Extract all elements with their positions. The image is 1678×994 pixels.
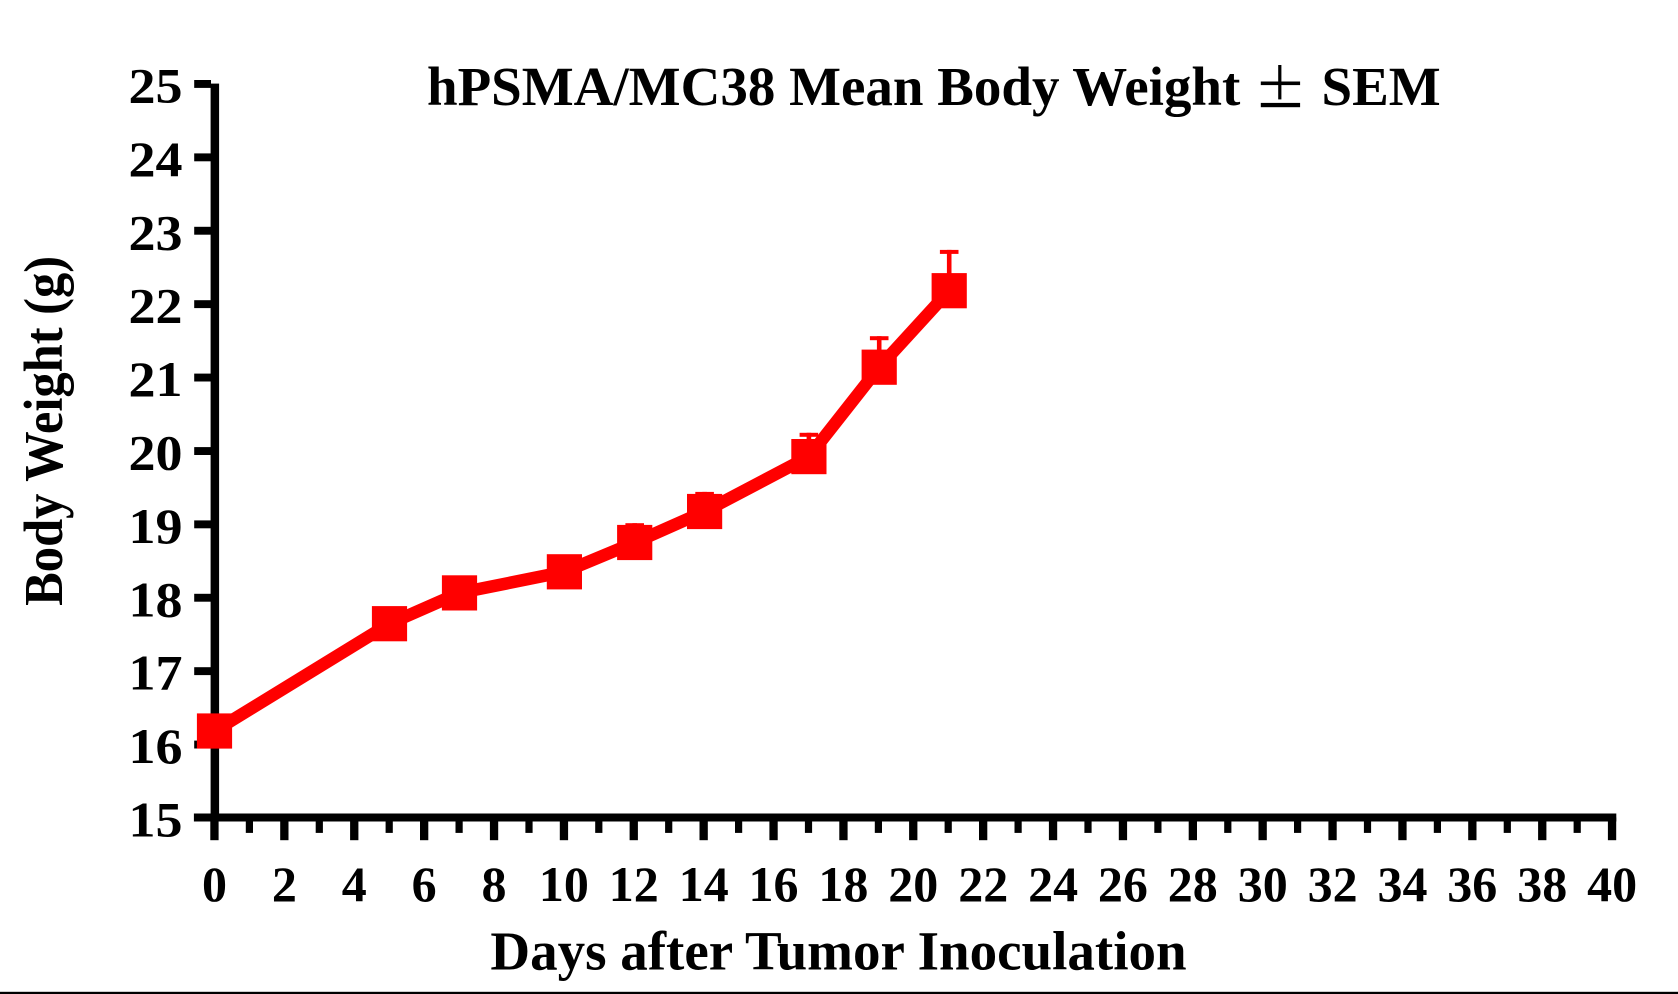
- svg-text:8: 8: [482, 856, 507, 912]
- svg-text:38: 38: [1517, 856, 1567, 912]
- svg-text:24: 24: [129, 131, 183, 187]
- svg-text:15: 15: [129, 792, 183, 848]
- svg-text:21: 21: [129, 351, 183, 407]
- svg-text:34: 34: [1378, 856, 1428, 912]
- svg-text:6: 6: [412, 856, 437, 912]
- svg-text:19: 19: [129, 498, 183, 554]
- svg-text:22: 22: [129, 278, 183, 334]
- svg-text:17: 17: [129, 645, 183, 701]
- svg-text:Body Weight (g): Body Weight (g): [13, 256, 74, 606]
- svg-text:12: 12: [609, 856, 659, 912]
- svg-text:16: 16: [749, 856, 799, 912]
- svg-text:4: 4: [342, 856, 367, 912]
- svg-text:24: 24: [1028, 856, 1078, 912]
- svg-text:Days after Tumor Inoculation: Days after Tumor Inoculation: [490, 921, 1186, 982]
- svg-text:SEM: SEM: [1322, 56, 1441, 117]
- svg-text:30: 30: [1238, 856, 1288, 912]
- svg-text:2: 2: [272, 856, 297, 912]
- svg-text:32: 32: [1308, 856, 1358, 912]
- svg-text:14: 14: [679, 856, 729, 912]
- svg-text:36: 36: [1447, 856, 1497, 912]
- svg-text:20: 20: [129, 425, 183, 481]
- svg-text:23: 23: [129, 204, 183, 260]
- svg-text:18: 18: [818, 856, 868, 912]
- svg-text:22: 22: [958, 856, 1008, 912]
- svg-text:16: 16: [129, 718, 183, 774]
- svg-text:28: 28: [1168, 856, 1218, 912]
- svg-text:0: 0: [202, 856, 227, 912]
- svg-text:25: 25: [129, 58, 183, 114]
- svg-text:10: 10: [539, 856, 589, 912]
- svg-text:26: 26: [1098, 856, 1148, 912]
- svg-text:hPSMA/MC38 Mean Body Weight: hPSMA/MC38 Mean Body Weight: [427, 56, 1241, 117]
- svg-text:18: 18: [129, 571, 183, 627]
- svg-text:40: 40: [1587, 856, 1637, 912]
- svg-text:20: 20: [888, 856, 938, 912]
